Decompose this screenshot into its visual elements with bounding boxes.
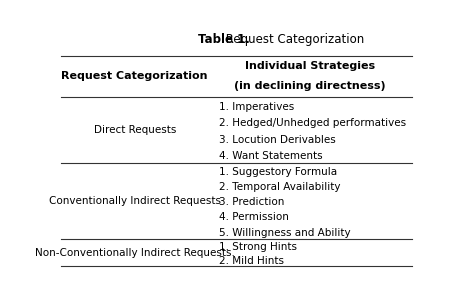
Text: 2. Mild Hints: 2. Mild Hints bbox=[219, 256, 284, 266]
Text: 4. Permission: 4. Permission bbox=[219, 212, 289, 222]
Text: 3. Prediction: 3. Prediction bbox=[219, 197, 284, 207]
Text: Table 1.: Table 1. bbox=[198, 33, 250, 46]
Text: 2. Hedged/Unhedged performatives: 2. Hedged/Unhedged performatives bbox=[219, 118, 406, 128]
Text: Conventionally Indirect Requests: Conventionally Indirect Requests bbox=[49, 196, 221, 206]
Text: 1. Strong Hints: 1. Strong Hints bbox=[219, 242, 297, 252]
Text: Non-Conventionally Indirect Requests.: Non-Conventionally Indirect Requests. bbox=[35, 248, 235, 258]
Text: (in declining directness): (in declining directness) bbox=[234, 81, 386, 91]
Text: 1. Suggestory Formula: 1. Suggestory Formula bbox=[219, 167, 337, 177]
Text: 1. Imperatives: 1. Imperatives bbox=[219, 102, 294, 112]
Text: Request Categorization: Request Categorization bbox=[222, 33, 364, 46]
Text: Individual Strategies: Individual Strategies bbox=[245, 61, 375, 71]
Text: Direct Requests: Direct Requests bbox=[93, 125, 176, 135]
Text: Request Categorization: Request Categorization bbox=[61, 71, 208, 81]
Text: 5. Willingness and Ability: 5. Willingness and Ability bbox=[219, 227, 351, 237]
Text: 2. Temporal Availability: 2. Temporal Availability bbox=[219, 182, 340, 192]
Text: 3. Locution Derivables: 3. Locution Derivables bbox=[219, 135, 335, 145]
Text: 4. Want Statements: 4. Want Statements bbox=[219, 151, 322, 161]
